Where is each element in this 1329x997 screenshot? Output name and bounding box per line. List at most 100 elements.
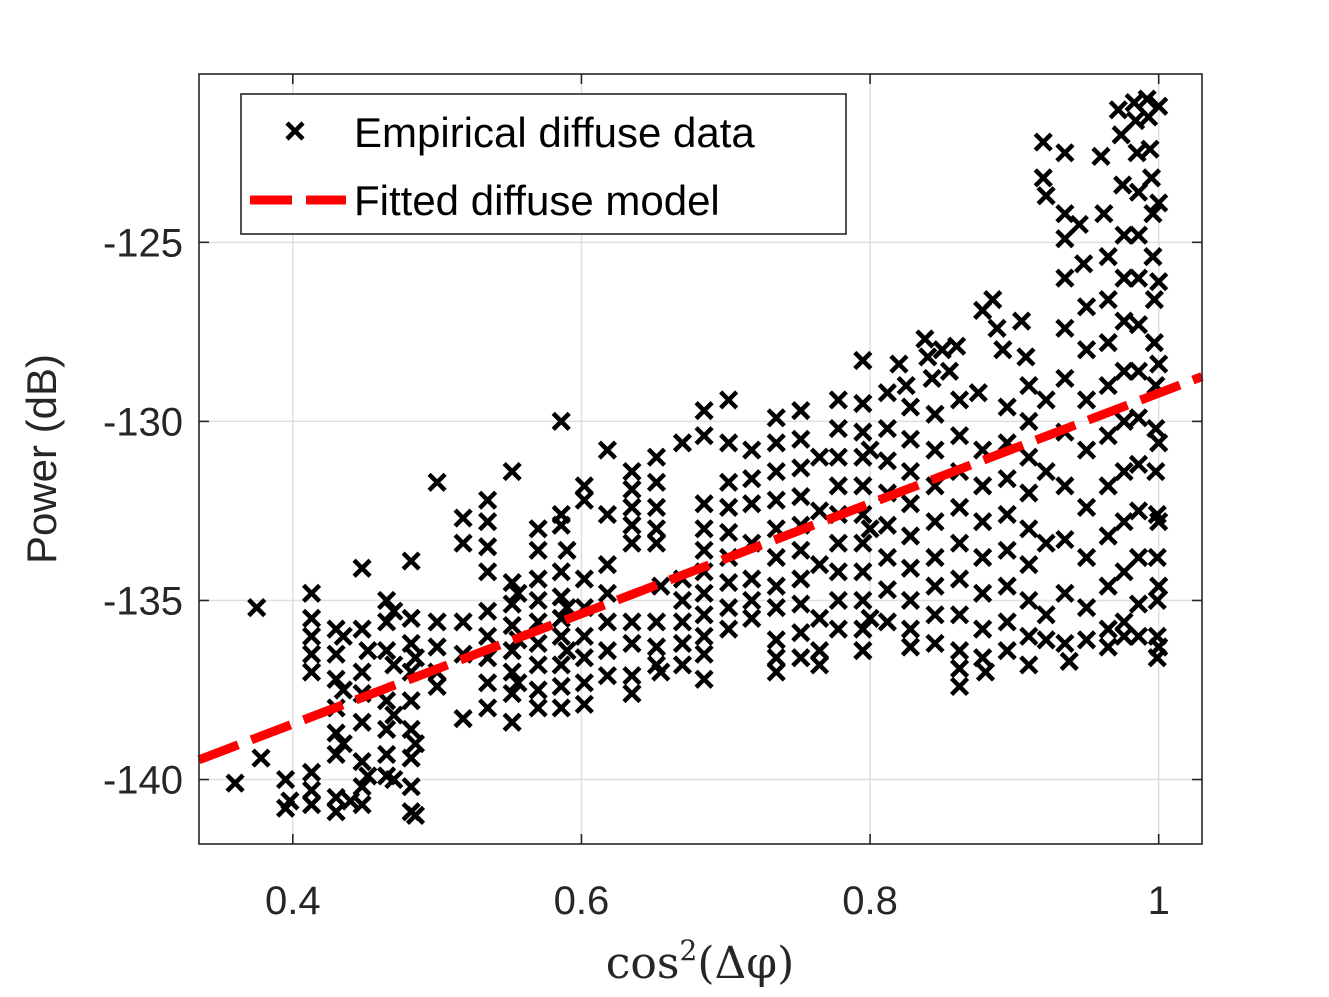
x-axis-label-argument: (Δφ)	[697, 938, 794, 989]
scatter-point	[1149, 433, 1169, 453]
scatter-point	[528, 655, 548, 675]
scatter-point	[925, 633, 945, 654]
scatter-point	[1055, 583, 1075, 603]
scatter-point	[574, 626, 594, 646]
scatter-point	[1019, 626, 1039, 646]
scatter-point	[453, 709, 473, 729]
scatter-point	[251, 748, 271, 768]
scatter-point	[401, 719, 421, 739]
scatter-point	[528, 698, 548, 718]
scatter-point	[358, 641, 378, 661]
scatter-point	[791, 401, 811, 421]
scatter-point	[597, 583, 618, 603]
scatter-point	[646, 447, 667, 467]
scatter-point	[1098, 247, 1118, 267]
scatter-point	[809, 608, 830, 628]
scatter-point	[766, 630, 786, 650]
scatter-point	[301, 762, 322, 782]
scatter-point	[622, 461, 642, 482]
scatter-point	[694, 519, 714, 539]
scatter-point	[877, 580, 897, 600]
scatter-point	[478, 512, 498, 532]
scatter-point	[1128, 501, 1149, 521]
scatter-point	[949, 569, 970, 589]
scatter-point	[853, 590, 873, 611]
scatter-point	[384, 769, 404, 790]
x-axis-label-fn: cos	[606, 938, 680, 989]
scatter-point	[900, 461, 921, 482]
scatter-point	[925, 605, 945, 625]
scatter-point	[551, 411, 571, 431]
scatter-point	[502, 712, 522, 732]
scatter-point	[1128, 225, 1149, 245]
scatter-point	[502, 572, 522, 593]
scatter-point	[1114, 562, 1134, 582]
scatter-point	[997, 576, 1017, 596]
scatter-point	[1127, 143, 1147, 163]
scatter-point	[651, 576, 671, 596]
scatter-point	[427, 637, 447, 657]
scatter-point	[1114, 361, 1134, 381]
scatter-point	[401, 748, 421, 768]
y-tick-label: -130	[103, 400, 183, 444]
scatter-point	[900, 397, 921, 417]
scatter-point	[791, 648, 811, 668]
scatter-point	[922, 368, 942, 389]
scatter-point	[377, 744, 397, 765]
scatter-point	[1128, 547, 1149, 568]
scatter-point	[377, 590, 397, 611]
scatter-point	[377, 641, 397, 661]
scatter-point	[622, 479, 642, 500]
scatter-point	[1098, 333, 1118, 353]
scatter-point	[853, 533, 873, 553]
x-tick-label: 1	[1148, 879, 1170, 923]
scatter-point	[828, 619, 848, 639]
scatter-point	[1143, 204, 1163, 224]
scatter-point	[1098, 576, 1118, 596]
scatter-point	[1114, 512, 1134, 532]
scatter-point	[384, 601, 404, 621]
scatter-point	[766, 490, 786, 510]
scatter-point	[326, 787, 346, 808]
scatter-point	[326, 723, 346, 743]
scatter-point	[949, 390, 970, 410]
scatter-point	[377, 719, 397, 739]
scatter-point	[528, 633, 548, 654]
scatter-point	[828, 562, 848, 582]
scatter-point	[551, 587, 571, 607]
scatter-point	[987, 318, 1007, 338]
scatter-point	[1128, 408, 1149, 428]
scatter-point	[742, 608, 762, 628]
scatter-point	[860, 608, 880, 628]
scatter-point	[1055, 368, 1075, 389]
scatter-point	[853, 393, 873, 414]
scatter-point	[949, 641, 970, 661]
scatter-point	[1076, 547, 1097, 568]
scatter-point	[1128, 594, 1149, 614]
scatter-point	[719, 433, 739, 453]
scatter-point	[766, 408, 786, 428]
scatter-point	[502, 662, 522, 682]
scatter-point	[1019, 655, 1039, 675]
scatter-point	[742, 590, 762, 611]
scatter-point	[900, 590, 921, 611]
scatter-point	[280, 791, 300, 811]
x-axis-label-exponent: 2	[679, 934, 697, 967]
axis-ticks	[199, 74, 1202, 844]
scatter-point	[646, 497, 667, 517]
scatter-point	[1076, 390, 1097, 410]
scatter-point	[622, 666, 642, 686]
scatter-point	[1033, 132, 1053, 152]
scatter-point	[997, 397, 1017, 417]
scatter-point	[809, 641, 830, 661]
scatter-point	[766, 547, 786, 568]
scatter-point	[877, 418, 897, 439]
scatter-point	[275, 769, 296, 790]
scatter-point	[597, 504, 618, 525]
scatter-point	[1128, 626, 1149, 646]
scatter-point	[672, 612, 693, 632]
scatter-point	[574, 673, 594, 693]
scatter-point	[1149, 272, 1169, 292]
legend-box	[240, 93, 847, 235]
scatter-point	[925, 512, 945, 532]
